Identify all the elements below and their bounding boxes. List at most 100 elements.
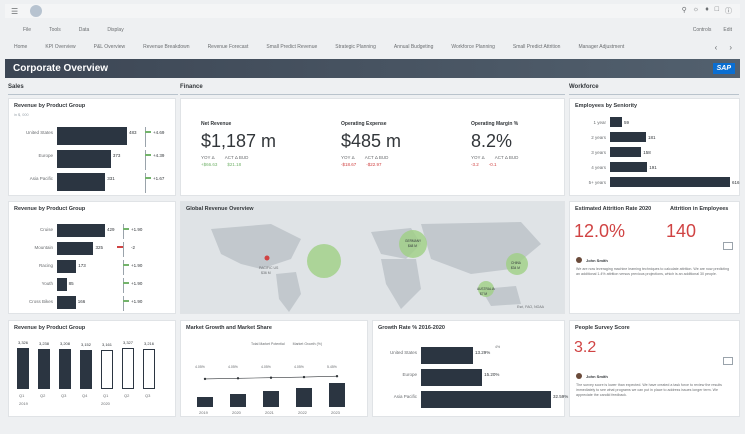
bubble-north-america[interactable] — [307, 244, 341, 278]
bar[interactable] — [57, 127, 127, 145]
bubble-australia[interactable] — [478, 281, 494, 297]
card-title: Revenue by Product Group — [14, 206, 86, 212]
bar-label: Mountain — [34, 245, 53, 250]
menu-display[interactable]: Display — [107, 27, 124, 33]
avatar[interactable] — [30, 5, 43, 17]
page-tabs: Home KPI Overview P&L Overview Revenue Brea… — [5, 40, 740, 54]
growth-point[interactable] — [236, 377, 240, 380]
australia-label: AUSTRALIA — [477, 287, 495, 291]
revenue-by-region-card[interactable]: Revenue by Product Group in $, 000 Unite… — [8, 98, 176, 196]
bar[interactable] — [610, 147, 642, 157]
card-title: Growth Rate % 2016-2020 — [378, 325, 445, 331]
attrition-card[interactable]: Estimated Attrition Rate 2020 Attrition … — [569, 201, 740, 314]
chevron-left-icon[interactable]: ‹ — [714, 42, 718, 52]
finance-kpi-card[interactable]: Net Revenue $1,187 m YOY Δ ACT Δ BUD +$66… — [180, 98, 565, 196]
act-bud-value: $21.18 — [227, 162, 242, 167]
tab-1[interactable]: KPI Overview — [45, 44, 76, 50]
growth-rate-card[interactable]: Growth Rate % 2016-2020 4% United States… — [372, 320, 568, 417]
employees-seniority-card[interactable]: Employees by Seniority 1 year 59 2 years 18… — [569, 98, 740, 196]
menu-file[interactable]: File — [23, 27, 32, 33]
legend-total: Total Market Potential — [251, 342, 285, 346]
market-year: 2021 — [265, 410, 274, 415]
lightbulb-icon[interactable]: ☼ — [692, 6, 700, 13]
growth-point[interactable] — [203, 377, 207, 381]
comment-icon[interactable] — [723, 357, 733, 365]
global-revenue-map[interactable]: Global Revenue Overview PACIFIC US $36 M… — [180, 201, 565, 314]
yoy-label: YOY Δ — [201, 155, 215, 160]
tab-6[interactable]: Strategic Planning — [335, 44, 376, 50]
tab-2[interactable]: P&L Overview — [93, 44, 126, 50]
market-bar[interactable] — [263, 390, 279, 407]
variance-value: +1.90 — [131, 263, 143, 268]
variance-line — [123, 260, 124, 275]
menu-edit[interactable]: Edit — [723, 27, 732, 33]
bar[interactable] — [57, 173, 106, 191]
bar[interactable] — [610, 177, 730, 187]
variance-line — [123, 296, 124, 311]
search-icon[interactable]: ⚲ — [681, 7, 687, 14]
bar[interactable] — [421, 391, 551, 408]
growth-point[interactable] — [269, 376, 273, 379]
bar[interactable] — [57, 224, 105, 237]
bubble-china[interactable] — [506, 253, 528, 275]
china-value: $34 M — [511, 266, 520, 270]
growth-point[interactable] — [302, 375, 306, 379]
column-bar[interactable] — [38, 348, 50, 389]
notification-icon[interactable]: ♦ — [705, 6, 709, 13]
column-label: Q1 — [19, 393, 25, 398]
market-bar[interactable] — [296, 387, 312, 407]
market-bar[interactable] — [230, 393, 246, 407]
column-bar[interactable] — [143, 349, 155, 389]
market-year: 2020 — [232, 410, 241, 415]
bar[interactable] — [57, 296, 76, 309]
comment-icon[interactable] — [723, 242, 733, 250]
attrition-employees-title: Attrition in Employees — [670, 206, 729, 212]
bar[interactable] — [57, 260, 77, 273]
bar[interactable] — [610, 117, 622, 127]
australia-value: $7 M — [480, 292, 488, 296]
bar[interactable] — [421, 369, 483, 386]
bar-value: 616 — [732, 180, 740, 185]
tab-9[interactable]: Small Predict Attrition — [512, 44, 561, 50]
menu-data[interactable]: Data — [78, 27, 90, 33]
chat-icon[interactable]: □ — [714, 6, 719, 13]
menu-icon[interactable]: ☰ — [11, 6, 19, 16]
bar[interactable] — [610, 132, 646, 142]
bar[interactable] — [421, 347, 473, 364]
menu-controls[interactable]: Controls — [692, 27, 712, 33]
bar[interactable] — [57, 278, 67, 291]
tab-7[interactable]: Annual Budgeting — [393, 44, 434, 50]
market-bar[interactable] — [197, 396, 213, 407]
bar[interactable] — [57, 242, 94, 255]
growth-point[interactable] — [335, 375, 339, 378]
column-bar[interactable] — [101, 349, 113, 389]
tab-5[interactable]: Small Predict Revenue — [266, 44, 318, 50]
survey-card[interactable]: People Survey Score 3.2 John Smith The s… — [569, 320, 740, 417]
tab-0[interactable]: Home — [14, 44, 28, 50]
column-bar[interactable] — [59, 349, 71, 389]
help-icon[interactable]: ⓘ — [725, 8, 732, 15]
revenue-by-quarter-card[interactable]: Revenue by Product Group 3,326 Q1 3,238 Q2 3… — [8, 320, 176, 417]
bar-value: 191 — [649, 165, 657, 170]
bubble-germany[interactable] — [399, 230, 427, 258]
bar[interactable] — [57, 150, 111, 168]
bar[interactable] — [610, 162, 648, 172]
column-bar[interactable] — [80, 349, 92, 389]
pin-pacific-us[interactable] — [264, 255, 270, 261]
revenue-by-product-card[interactable]: Revenue by Product Group Cruise 429 +1.90 M… — [8, 201, 176, 314]
tab-8[interactable]: Workforce Planning — [451, 44, 495, 50]
tab-3[interactable]: Revenue Breakdown — [143, 44, 190, 50]
market-growth-card[interactable]: Market Growth and Market Share Total Mar… — [180, 320, 368, 417]
market-bar[interactable] — [329, 383, 345, 407]
variance-value: +1.90 — [131, 281, 143, 286]
column-bar[interactable] — [122, 348, 134, 389]
tab-4[interactable]: Revenue Forecast — [207, 44, 249, 50]
column-bar[interactable] — [17, 348, 29, 389]
comment-text: We are now leveraging machine learning t… — [576, 267, 730, 276]
column-value: 3,216 — [143, 341, 154, 347]
chevron-right-icon[interactable]: › — [729, 42, 732, 52]
tab-10[interactable]: Manager Adjustment — [578, 44, 625, 50]
menu-tools[interactable]: Tools — [49, 27, 61, 33]
act-bud-value: -$22.97 — [366, 162, 382, 167]
